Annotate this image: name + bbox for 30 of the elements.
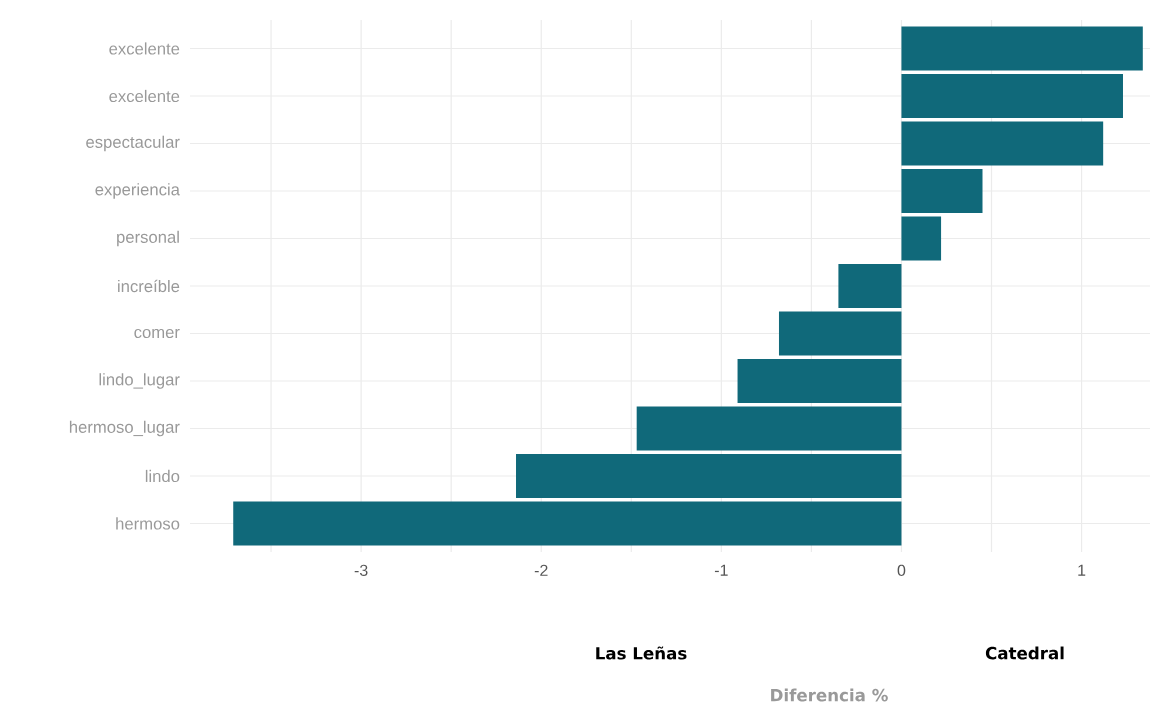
bar [901,168,983,213]
bar [838,263,902,308]
x-tick-label: 0 [897,564,906,577]
x-tick-label: -3 [354,564,368,577]
y-tick-label: espectacular [86,135,180,152]
y-tick-label: hermoso [116,517,180,530]
y-tick-label: lindo_lugar [99,373,180,389]
bar [901,26,1143,71]
text: Diferencia % [771,688,888,702]
bar [737,358,902,403]
bar [516,453,902,498]
y-tick-label: hermoso_lugar [69,420,180,437]
y-tick-label: lindo [145,469,180,483]
bar [233,501,902,546]
y-tick-label: excelente [109,89,180,103]
y-tick-label: personal [117,230,179,247]
text: Catedral [985,646,1064,660]
bar [901,121,1104,166]
x-tick-label: -1 [714,564,728,576]
y-tick-label: increíble [118,279,180,293]
bar [778,311,902,356]
text: Las Leñas [596,646,687,660]
bar [636,406,902,451]
bar [901,73,1123,118]
y-tick-label: comer [134,328,180,339]
y-tick-label: excelente [109,42,180,55]
bar [901,216,942,261]
y-tick-label: experiencia [95,183,180,199]
x-tick-label: 1 [1078,564,1086,576]
x-tick-label: -2 [534,564,548,576]
